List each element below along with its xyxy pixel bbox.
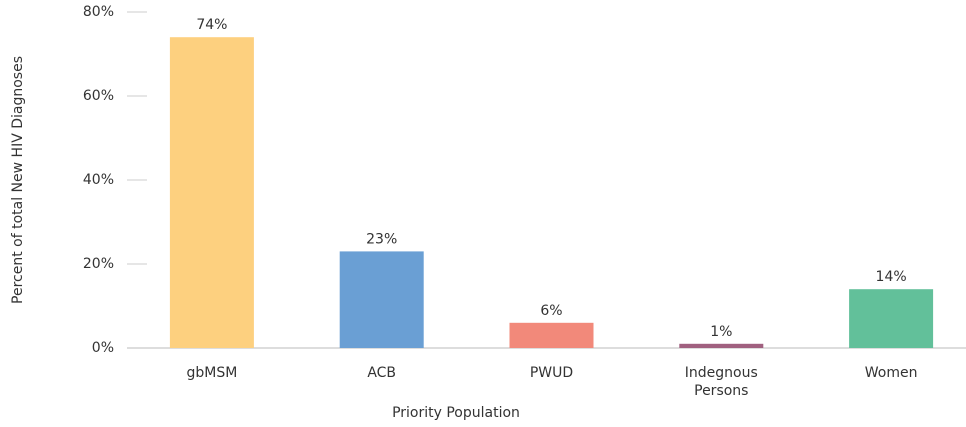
x-tick-label: Indegnous Persons: [684, 365, 758, 399]
value-label: 74%: [196, 17, 227, 33]
x-axis-title: Priority Population: [392, 405, 520, 421]
bar: [169, 37, 254, 348]
x-tick-label: Women: [864, 365, 918, 381]
bar: [339, 251, 424, 348]
y-tick-label: 80%: [83, 4, 114, 20]
value-label: 6%: [540, 303, 562, 319]
bar: [509, 322, 594, 348]
value-label: 23%: [366, 231, 397, 247]
x-tick-label: ACB: [367, 365, 397, 381]
y-tick-label: 60%: [83, 88, 114, 104]
y-tick-label: 0%: [92, 340, 114, 356]
value-label: 14%: [876, 269, 907, 285]
y-tick-label: 20%: [83, 256, 114, 272]
y-tick-label: 40%: [83, 172, 114, 188]
bar: [849, 289, 934, 348]
x-tick-label: gbMSM: [186, 365, 238, 381]
x-tick-label: PWUD: [529, 365, 574, 381]
bar: [679, 343, 764, 348]
value-label: 1%: [710, 324, 732, 340]
y-axis-title: Percent of total New HIV Diagnoses: [10, 56, 26, 304]
